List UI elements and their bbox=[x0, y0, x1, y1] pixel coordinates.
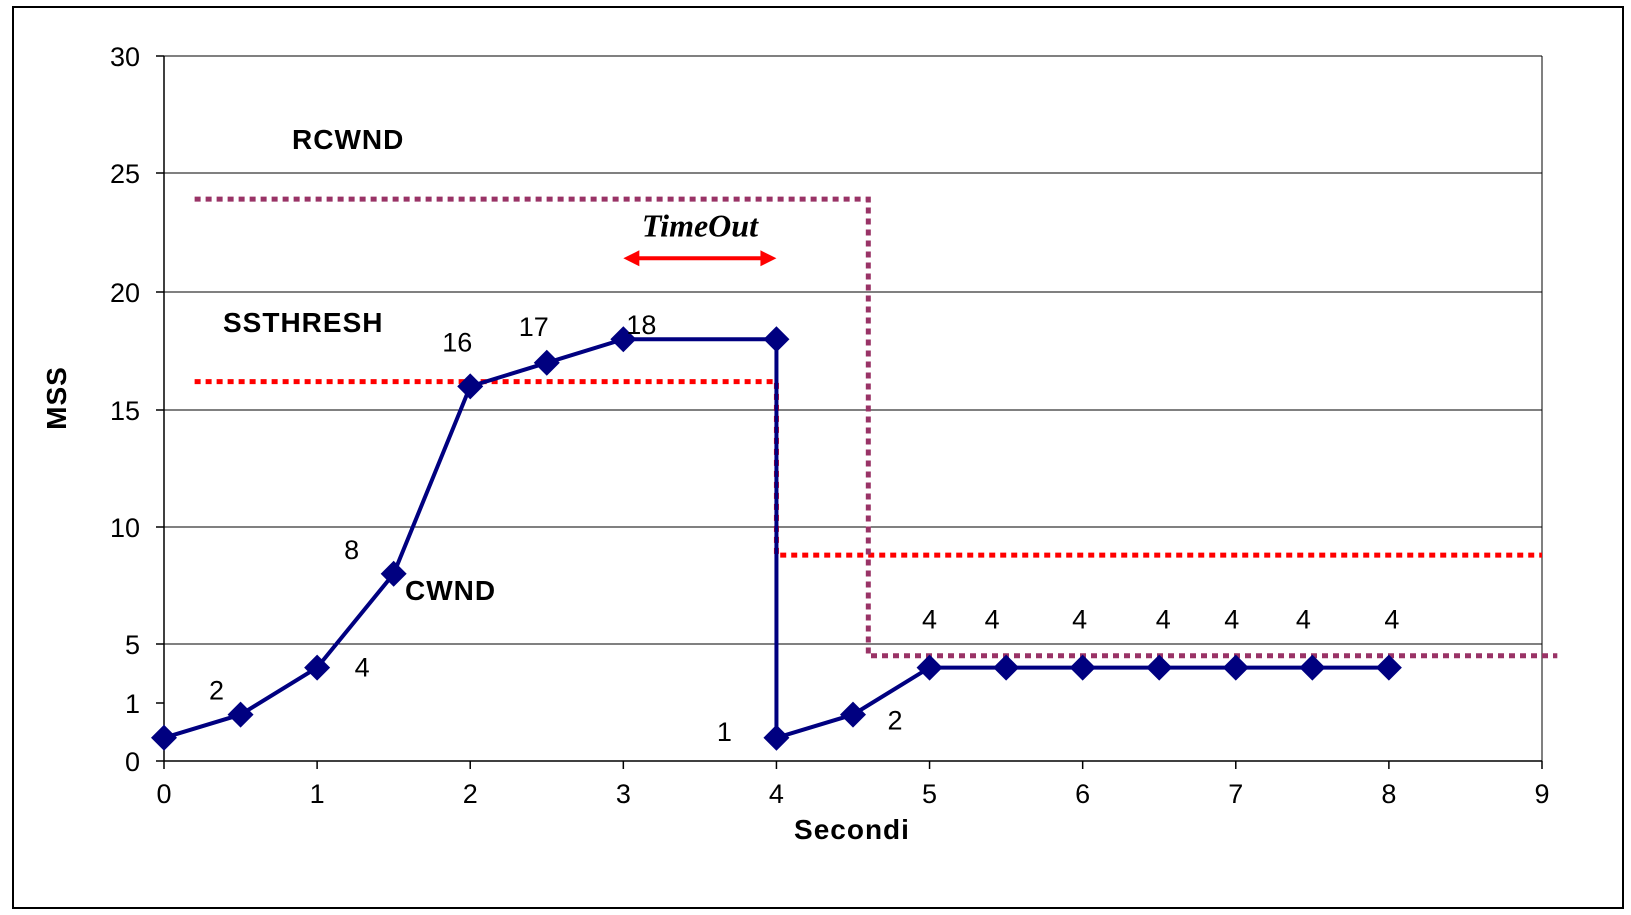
rcwnd-series-label: RCWND bbox=[292, 124, 404, 155]
x-tick-label: 2 bbox=[463, 779, 478, 809]
cwnd-series bbox=[151, 326, 1402, 751]
y-tick-label: 25 bbox=[110, 159, 140, 189]
cwnd-point bbox=[763, 724, 790, 751]
y-tick-label: 20 bbox=[110, 278, 140, 308]
cwnd-point-label: 18 bbox=[626, 310, 656, 340]
cwnd-point bbox=[380, 560, 407, 587]
y-tick-label: 0 bbox=[125, 747, 140, 777]
x-tick-label: 9 bbox=[1534, 779, 1549, 809]
cwnd-point bbox=[1299, 654, 1326, 681]
cwnd-point bbox=[1222, 654, 1249, 681]
cwnd-point-label: 4 bbox=[985, 605, 1000, 635]
x-tick-label: 6 bbox=[1075, 779, 1090, 809]
data-labels: 2 4 8 16 17 18 1 2 4 4 4 4 4 4 4 bbox=[209, 310, 1399, 747]
x-tick-label: 8 bbox=[1381, 779, 1396, 809]
cwnd-point-label: 8 bbox=[344, 535, 359, 565]
cwnd-point bbox=[993, 654, 1020, 681]
y-axis-title: MSS bbox=[41, 366, 72, 430]
y-tick-label: 15 bbox=[110, 396, 140, 426]
cwnd-point bbox=[457, 373, 484, 400]
cwnd-series-label: CWND bbox=[405, 575, 496, 606]
cwnd-point-label: 4 bbox=[1072, 605, 1087, 635]
cwnd-point bbox=[533, 349, 560, 376]
timeout-arrow-left-head bbox=[623, 250, 640, 267]
x-tick-label: 5 bbox=[922, 779, 937, 809]
cwnd-point bbox=[1069, 654, 1096, 681]
cwnd-point bbox=[227, 701, 254, 728]
annotations bbox=[623, 250, 777, 267]
y-tick-label: 10 bbox=[110, 513, 140, 543]
cwnd-point-label: 4 bbox=[1224, 605, 1239, 635]
cwnd-point bbox=[763, 326, 790, 353]
cwnd-point bbox=[610, 326, 637, 353]
cwnd-point-label: 17 bbox=[519, 312, 549, 342]
x-tick-label: 4 bbox=[769, 779, 784, 809]
cwnd-point-label: 4 bbox=[1384, 605, 1399, 635]
x-tick-label: 0 bbox=[156, 779, 171, 809]
cwnd-point-label: 16 bbox=[442, 327, 472, 357]
cwnd-point-label: 4 bbox=[355, 653, 370, 683]
cwnd-point-label: 4 bbox=[1296, 605, 1311, 635]
x-axis-title: Secondi bbox=[794, 814, 910, 845]
cwnd-point bbox=[304, 654, 331, 681]
x-tick-label: 7 bbox=[1228, 779, 1243, 809]
cwnd-point bbox=[1375, 654, 1402, 681]
cwnd-point-label: 2 bbox=[209, 676, 224, 706]
grid-lines bbox=[164, 55, 1543, 761]
cwnd-point bbox=[151, 724, 177, 751]
cwnd-point bbox=[840, 701, 866, 728]
ssthresh-series-label: SSTHRESH bbox=[223, 307, 383, 338]
x-tick-label: 1 bbox=[310, 779, 325, 809]
cwnd-point-label: 1 bbox=[717, 717, 732, 747]
rcwnd-line bbox=[194, 196, 1558, 659]
cwnd-point-label: 4 bbox=[922, 605, 937, 635]
chart-frame bbox=[12, 6, 1624, 909]
x-tick-label: 3 bbox=[616, 779, 631, 809]
y-tick-label: 30 bbox=[110, 42, 140, 72]
timeout-annotation: TimeOut bbox=[642, 207, 759, 243]
cwnd-point bbox=[1146, 654, 1173, 681]
dotted-series bbox=[194, 196, 1558, 659]
y-tick-label: 5 bbox=[125, 630, 140, 660]
y-tick-label: 1 bbox=[125, 689, 140, 719]
cwnd-point-label: 2 bbox=[887, 706, 902, 736]
cwnd-point bbox=[916, 654, 943, 681]
timeout-arrow-right-head bbox=[760, 250, 777, 267]
cwnd-point-label: 4 bbox=[1156, 605, 1171, 635]
